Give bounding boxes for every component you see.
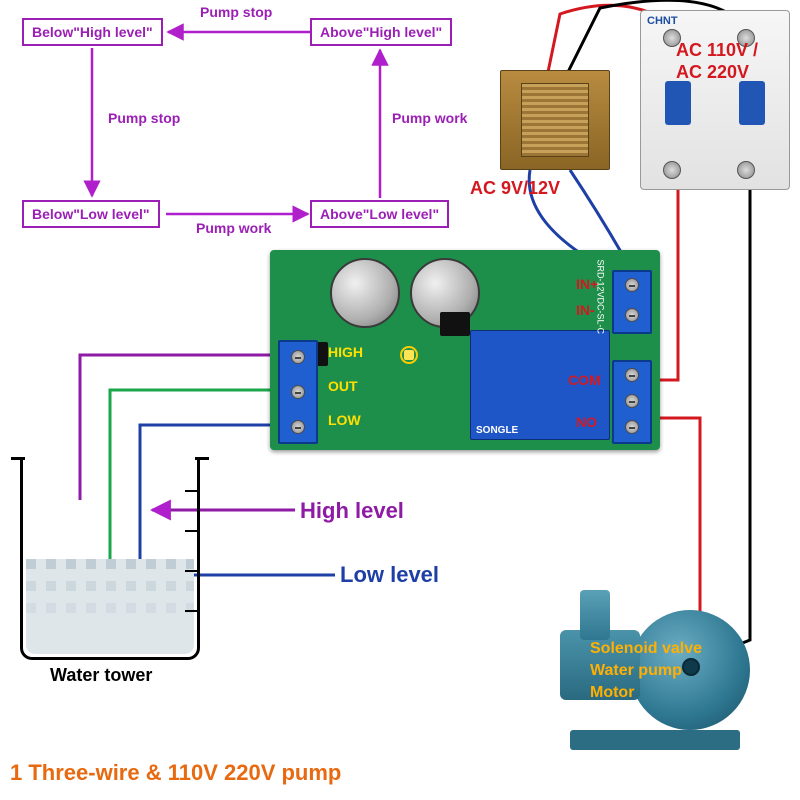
term-in-minus: IN- [576, 302, 595, 318]
term-com: COM [568, 372, 601, 388]
pump-label-2: Water pump [590, 662, 682, 680]
pump-label-1: Solenoid valve [590, 640, 702, 658]
transformer [500, 70, 610, 170]
term-no: NO [576, 414, 597, 430]
ac110-label: AC 110V / [676, 40, 758, 61]
pump-label-3: Motor [590, 684, 634, 702]
state-above-low: Above"Low level" [310, 200, 449, 228]
arrow-label-left: Pump stop [108, 110, 180, 126]
ac220-label: AC 220V [676, 62, 749, 83]
high-level-label: High level [300, 498, 404, 524]
ac9v-label: AC 9V/12V [470, 178, 560, 199]
diagram-title: 1 Three-wire & 110V 220V pump [10, 760, 341, 786]
arrow-label-top: Pump stop [200, 4, 272, 20]
term-high: HIGH [328, 344, 363, 360]
water-tower-beaker [20, 460, 200, 660]
state-below-high: Below"High level" [22, 18, 163, 46]
term-in-plus: IN+ [576, 276, 598, 292]
state-below-low: Below"Low level" [22, 200, 160, 228]
arrow-label-bottom: Pump work [196, 220, 271, 236]
left-terminal-block [278, 340, 318, 444]
right-terminal-bot [612, 360, 652, 444]
state-above-high: Above"High level" [310, 18, 452, 46]
water-tower-label: Water tower [50, 665, 152, 686]
arrow-label-right: Pump work [392, 110, 467, 126]
term-low: LOW [328, 412, 361, 428]
circuit-breaker: CHNT [640, 10, 790, 190]
term-out: OUT [328, 378, 358, 394]
right-terminal-top [612, 270, 652, 334]
breaker-brand: CHNT [647, 15, 678, 27]
low-level-label: Low level [340, 562, 439, 588]
